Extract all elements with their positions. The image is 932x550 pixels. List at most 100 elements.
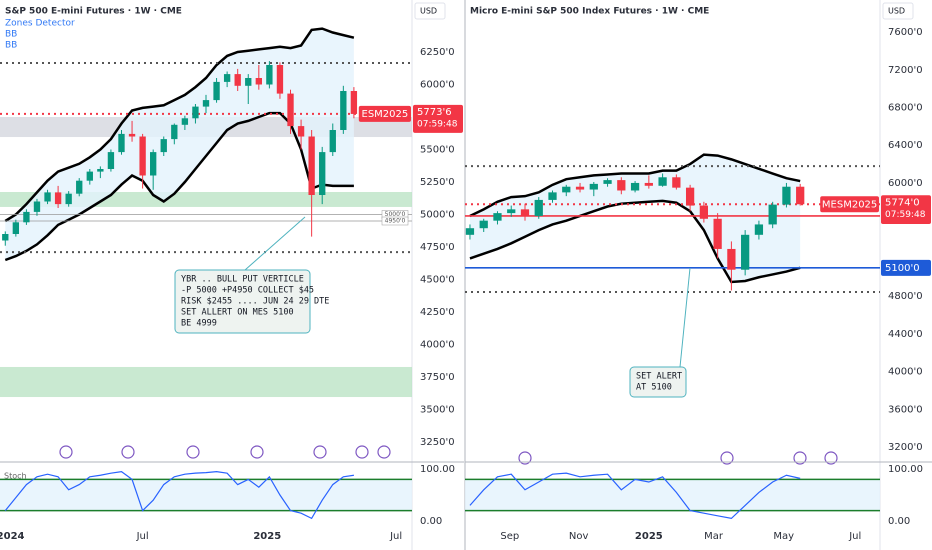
note-line: SET ALERT — [636, 372, 682, 382]
y-tick-label: 6400'0 — [888, 140, 923, 151]
y-tick-label: 5000'0 — [420, 210, 455, 221]
candle-body — [118, 133, 125, 153]
y-tick-label: 3200'0 — [888, 442, 923, 453]
candle-body — [255, 78, 262, 85]
candle-body — [181, 118, 189, 125]
candle-body — [520, 209, 530, 216]
y-tick-label: 4000'0 — [420, 340, 455, 351]
candle-body — [699, 205, 709, 219]
note-box — [174, 269, 311, 334]
candle-body — [672, 177, 681, 188]
candle-body — [107, 152, 115, 169]
candle-body — [2, 234, 9, 241]
bollinger-band — [469, 199, 801, 284]
candle-body — [350, 91, 358, 114]
candle-body — [465, 228, 475, 235]
note-line: -P 5000 +P4950 COLLECT $45 — [181, 286, 314, 296]
candle-body — [65, 193, 72, 205]
stoch-k — [469, 472, 801, 520]
last-badge — [881, 195, 931, 224]
currency: USD — [888, 7, 905, 16]
note-line: SET ALLERT ON MES 5100 — [181, 308, 294, 318]
candle-body — [479, 220, 488, 229]
countdown: 07:59:48 — [885, 210, 926, 220]
candle-body — [276, 65, 284, 94]
candle-body — [741, 234, 750, 270]
x-tick-label: 2025 — [635, 531, 663, 542]
y-tick-label: 4400'0 — [888, 329, 923, 340]
last-price: 5773'6 — [417, 107, 452, 118]
x-tick-label: Mar — [704, 531, 724, 542]
candle-body — [12, 222, 20, 234]
chart-title: Micro E-mini S&P 500 Index Futures · 1W … — [470, 7, 709, 17]
candle-body — [150, 152, 157, 176]
zone — [0, 366, 412, 398]
x-tick-label: Jul — [389, 531, 402, 542]
x-tick-label: 2025 — [253, 531, 281, 542]
y-tick-label: 3250'0 — [420, 437, 455, 448]
candle-body — [548, 192, 557, 200]
stoch-tick-label: 0.00 — [420, 516, 442, 527]
level-label: 5000'0 — [385, 211, 406, 218]
candle-body — [245, 78, 252, 86]
y-tick-label: 4750'0 — [420, 242, 455, 253]
note-line: BE 4999 — [181, 319, 217, 329]
y-tick-label: 7600'0 — [888, 27, 923, 38]
stoch-tick-label: 0.00 — [888, 516, 910, 527]
symbol-badge — [820, 196, 879, 213]
candle-body — [754, 224, 764, 235]
callout-line — [244, 216, 306, 271]
level-label: 5100'0 — [885, 263, 920, 274]
note-line: AT 5100 — [636, 383, 672, 393]
last-price: 5774'0 — [885, 197, 920, 208]
candle-body — [128, 133, 136, 137]
level-tag — [381, 216, 409, 226]
x-tick-label: Sep — [500, 531, 519, 542]
candle-body — [171, 124, 178, 140]
level-badge — [881, 259, 931, 276]
band-fill — [5, 28, 354, 260]
candle-body — [44, 192, 51, 202]
y-tick-label: 4250'0 — [420, 307, 455, 318]
last-badge — [413, 104, 463, 133]
chart-pane — [465, 153, 880, 294]
x-tick-label: 2024 — [0, 531, 25, 542]
stoch-fill — [0, 479, 412, 511]
candle-body — [287, 93, 294, 127]
y-tick-label: 6000'0 — [420, 80, 455, 91]
candle-body — [86, 171, 93, 181]
candle-body — [644, 182, 653, 186]
chart-pane — [0, 27, 412, 398]
candle-body — [658, 177, 667, 186]
candle-body — [97, 169, 104, 172]
stoch-tick-label: 100.00 — [420, 464, 455, 475]
y-tick-label: 7200'0 — [888, 65, 923, 76]
candle-body — [575, 186, 585, 190]
indicator-label: BB — [5, 41, 17, 51]
candle-body — [223, 74, 231, 82]
currency: USD — [420, 7, 437, 16]
candle-body — [139, 136, 146, 176]
bollinger-band — [469, 153, 801, 218]
candle-body — [329, 130, 336, 153]
candle-body — [493, 213, 502, 221]
indicator-label: BB — [5, 30, 17, 40]
stoch-tick-label: 100.00 — [888, 464, 923, 475]
candle-body — [603, 180, 612, 184]
y-tick-label: 6000'0 — [888, 178, 923, 189]
candle-body — [617, 180, 626, 191]
y-tick-label: 4800'0 — [888, 291, 923, 302]
callout-line — [679, 267, 691, 368]
y-tick-label: 3500'0 — [420, 405, 455, 416]
candle-body — [796, 186, 805, 205]
candle-body — [782, 186, 791, 205]
note-box — [629, 366, 687, 398]
candle-body — [685, 187, 695, 206]
symbol-badge — [358, 105, 411, 122]
y-tick-label: 5250'0 — [420, 177, 455, 188]
bollinger-band — [4, 111, 354, 262]
candle-body — [213, 81, 220, 101]
stoch-fill — [465, 479, 880, 511]
